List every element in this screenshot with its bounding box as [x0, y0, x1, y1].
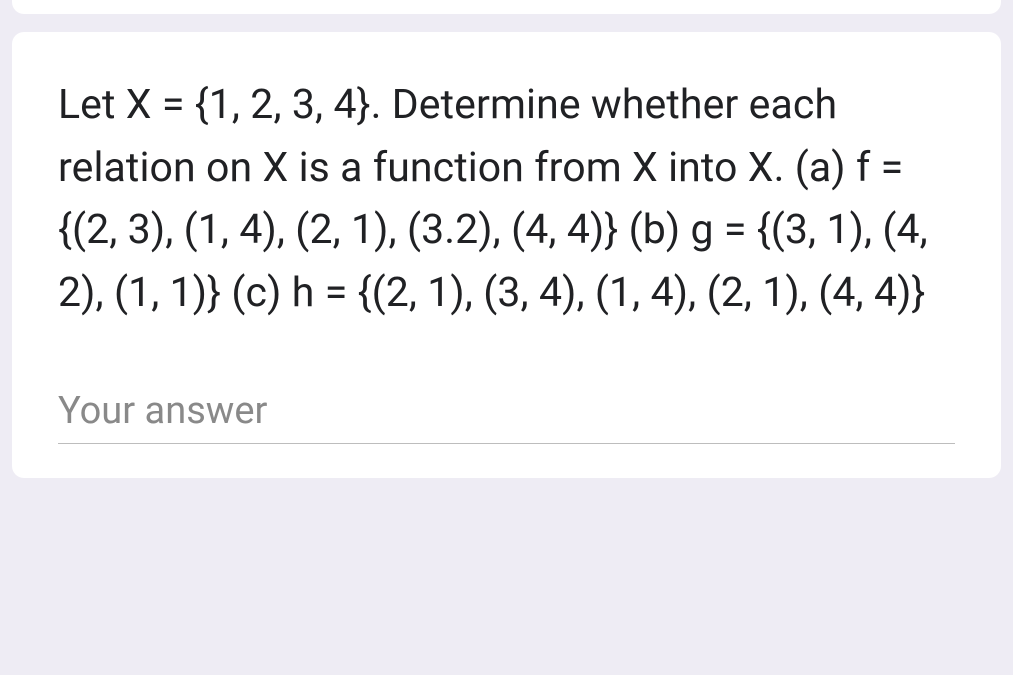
answer-field-container: [58, 383, 955, 444]
question-text: Let X = {1, 2, 3, 4}. Determine whether …: [58, 74, 955, 325]
question-card: Let X = {1, 2, 3, 4}. Determine whether …: [12, 32, 1001, 478]
answer-input[interactable]: [58, 383, 955, 444]
previous-card-edge: [12, 0, 1001, 14]
